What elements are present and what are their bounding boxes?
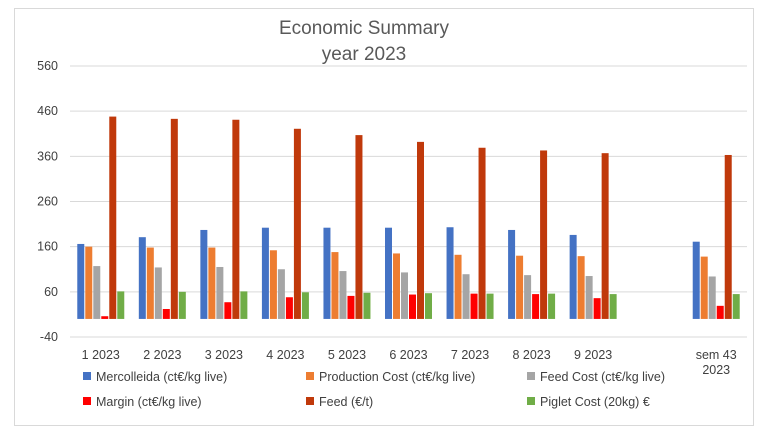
legend-label: Feed (€/t) — [319, 395, 373, 409]
x-tick-label: 9 2023 — [574, 348, 612, 362]
x-tick-label: 8 2023 — [512, 348, 550, 362]
bar — [486, 293, 494, 319]
chart-title-group: Economic Summary year 2023 — [279, 18, 449, 65]
bar — [478, 147, 486, 319]
bar — [224, 302, 232, 319]
bar — [200, 229, 208, 319]
bar — [601, 153, 609, 319]
y-tick-label: 360 — [37, 149, 58, 163]
bar — [569, 234, 577, 319]
bar — [293, 128, 301, 319]
y-tick-label: 60 — [44, 285, 58, 299]
bar — [732, 294, 740, 319]
bar — [138, 237, 146, 319]
bar — [532, 294, 540, 319]
bar — [109, 116, 117, 319]
bar — [708, 276, 716, 319]
legend-swatch — [527, 397, 535, 405]
bar — [154, 267, 162, 319]
legend-label: Margin (ct€/kg live) — [96, 395, 202, 409]
bar — [347, 295, 355, 319]
legend: Mercolleida (ct€/kg live) Production Cost… — [83, 370, 665, 409]
legend-swatch — [306, 372, 314, 380]
bar — [77, 243, 85, 319]
bars — [77, 116, 740, 319]
bar — [425, 293, 432, 319]
x-tick-label: 1 2023 — [82, 348, 120, 362]
bar — [716, 305, 724, 319]
y-tick-label: 260 — [37, 195, 58, 209]
legend-label: Production Cost (ct€/kg live) — [319, 370, 475, 384]
bar — [593, 298, 601, 319]
bar — [385, 227, 392, 319]
bar — [146, 247, 154, 319]
chart-frame: Economic Summary year 2023 -40 60 160 260 36… — [14, 8, 754, 426]
y-tick-label: 560 — [37, 59, 58, 73]
bar — [101, 316, 109, 319]
bar — [540, 150, 548, 319]
bar — [724, 154, 732, 319]
y-tick-label: 460 — [37, 104, 58, 118]
bar — [692, 241, 700, 319]
bar — [208, 247, 216, 319]
bar — [470, 293, 478, 319]
bar — [162, 308, 170, 319]
bar — [548, 293, 556, 319]
bar — [409, 294, 416, 319]
bar — [261, 227, 269, 319]
bar — [700, 256, 708, 319]
bar — [417, 141, 424, 319]
legend-label: Mercolleida (ct€/kg live) — [96, 370, 227, 384]
chart-title: Economic Summary — [279, 18, 449, 39]
x-axis-ticks: 1 2023 2 2023 3 2023 4 2023 5 2023 6 2023 7 20… — [82, 348, 737, 377]
bar — [585, 276, 593, 319]
bar — [170, 118, 178, 319]
x-tick-label: sem 43 2023 — [696, 348, 737, 377]
bar — [454, 254, 462, 319]
bar — [401, 272, 408, 319]
bar — [301, 292, 309, 319]
bar — [577, 256, 585, 319]
bar — [462, 274, 470, 319]
bar — [269, 250, 277, 319]
y-tick-label: 160 — [37, 240, 58, 254]
bar — [516, 255, 524, 319]
x-tick-label: 2 2023 — [143, 348, 181, 362]
legend-swatch — [527, 372, 535, 380]
bar — [323, 227, 331, 319]
bar — [393, 253, 400, 319]
bar — [277, 269, 285, 319]
bar — [232, 119, 240, 319]
bar — [285, 297, 293, 319]
legend-swatch — [83, 397, 91, 405]
bar — [331, 252, 339, 319]
bar — [178, 291, 186, 319]
x-tick-label: 6 2023 — [389, 348, 427, 362]
bar — [216, 266, 224, 319]
bar — [240, 291, 248, 319]
bar — [446, 227, 454, 319]
bar — [93, 266, 101, 319]
y-tick-label: -40 — [40, 330, 58, 344]
legend-label: Feed Cost (ct€/kg live) — [540, 370, 665, 384]
x-tick-label: 4 2023 — [266, 348, 304, 362]
bar — [355, 135, 363, 319]
bar — [524, 275, 532, 319]
bar — [508, 229, 516, 319]
bar — [609, 294, 617, 319]
bar — [117, 291, 125, 319]
chart-svg: Economic Summary year 2023 -40 60 160 260 36… — [37, 18, 747, 409]
bar — [85, 246, 93, 319]
legend-label: Piglet Cost (20kg) € — [540, 395, 650, 409]
chart-subtitle: year 2023 — [322, 44, 407, 65]
bar — [363, 292, 371, 319]
bar — [339, 271, 347, 319]
legend-swatch — [83, 372, 91, 380]
y-axis-ticks: -40 60 160 260 360 460 560 — [37, 59, 58, 344]
legend-swatch — [306, 397, 314, 405]
x-tick-label: 7 2023 — [451, 348, 489, 362]
x-tick-label: 3 2023 — [205, 348, 243, 362]
x-tick-label: 5 2023 — [328, 348, 366, 362]
